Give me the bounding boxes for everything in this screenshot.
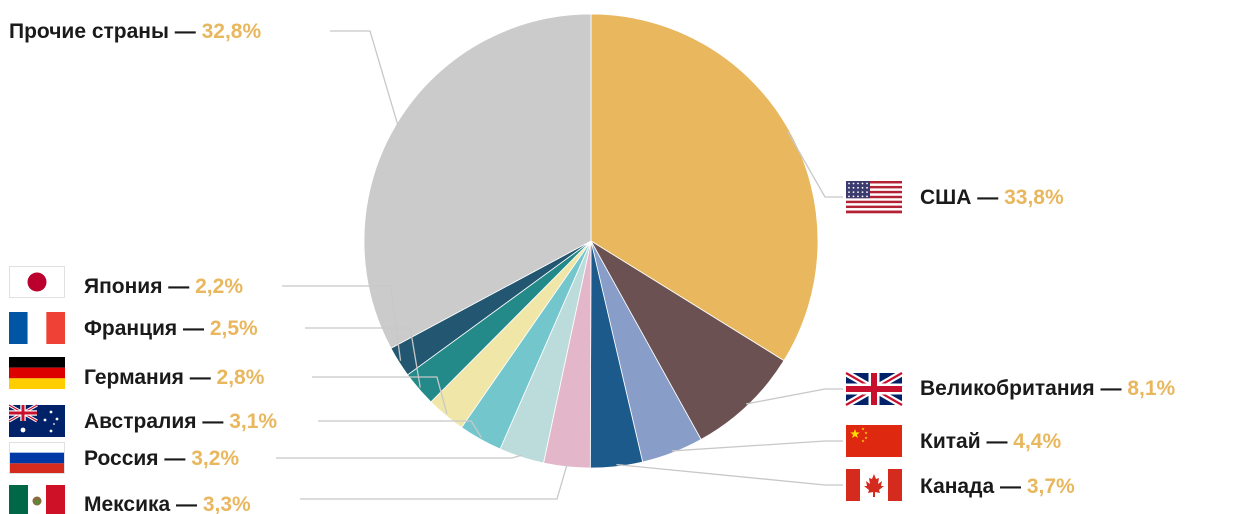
leader-lines [276,30,843,500]
country-name: Франция [84,317,177,340]
country-name: Япония [84,275,162,298]
slice-0 [590,13,819,362]
slice-label-2: Китай — 4,4% [920,430,1061,453]
china-flag-icon [846,425,902,457]
leader-line-5 [276,454,523,459]
label-dash: — [197,410,230,433]
slice-label-9: Япония — 2,2% [84,275,243,298]
leader-line-7 [312,376,448,414]
country-name: США [920,186,971,209]
slice-label-10: Прочие страны — 32,8% [9,20,261,43]
percent-value: 3,3% [203,493,251,514]
label-dash: — [184,366,217,389]
percent-value: 33,8% [1004,186,1064,209]
label-dash: — [971,186,1004,209]
country-name: Россия [84,447,159,470]
mexico-flag-icon [9,485,65,514]
country-name: Мексика [84,493,171,514]
slice-label-4: Мексика — 3,3% [84,493,251,514]
japan-flag-icon [9,266,65,298]
label-dash: — [159,447,192,470]
slice-label-0: США — 33,8% [920,186,1064,209]
slice-label-1: Великобритания — 8,1% [920,377,1176,400]
leader-line-0 [787,131,843,198]
label-dash: — [981,430,1014,453]
leader-line-9 [282,285,402,361]
slice-1 [589,239,785,441]
label-dash: — [994,475,1027,498]
percent-value: 4,4% [1013,430,1061,453]
slice-10 [363,13,592,349]
label-dash: — [162,275,195,298]
country-name: Великобритания [920,377,1095,400]
leader-line-2 [671,440,843,452]
label-dash: — [1095,377,1128,400]
percent-value: 3,2% [191,447,239,470]
label-dash: — [177,317,210,340]
usa-flag-icon [846,181,902,214]
label-dash: — [170,493,203,514]
country-name: Китай [920,430,981,453]
leader-line-6 [318,420,482,438]
germany-flag-icon [9,357,65,389]
percent-value: 2,2% [195,275,243,298]
russia-flag-icon [9,442,65,474]
label-dash: — [169,20,202,43]
flags [8,181,904,514]
country-name: Германия [84,366,184,389]
slice-label-5: Россия — 3,2% [84,447,239,470]
uk-flag-icon [844,370,904,408]
pie-slices [363,13,819,469]
percent-value: 2,8% [217,366,265,389]
slice-label-8: Франция — 2,5% [84,317,258,340]
leader-line-3 [616,463,843,486]
percent-value: 3,7% [1027,475,1075,498]
leader-line-10 [330,30,399,126]
leader-line-8 [305,327,421,388]
leader-line-4 [300,464,568,500]
percent-value: 32,8% [202,20,262,43]
slice-label-7: Германия — 2,8% [84,366,265,389]
canada-flag-icon [846,469,902,501]
country-name: Австралия [84,410,197,433]
france-flag-icon [9,312,65,344]
slice-label-6: Австралия — 3,1% [84,410,277,433]
country-name: Прочие страны [9,20,169,43]
australia-flag-icon [8,403,65,437]
country-name: Канада [920,475,994,498]
slice-label-3: Канада — 3,7% [920,475,1075,498]
percent-value: 2,5% [210,317,258,340]
leader-line-1 [746,388,843,405]
percent-value: 3,1% [229,410,277,433]
percent-value: 8,1% [1127,377,1175,400]
slice-labels: США — 33,8% Великобритания — 8,1% Китай — … [9,20,1176,514]
